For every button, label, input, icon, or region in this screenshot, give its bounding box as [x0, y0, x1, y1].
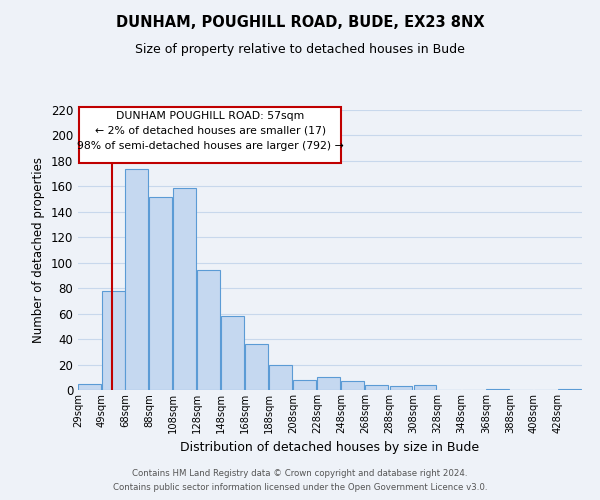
- Bar: [558, 388, 581, 390]
- Bar: [486, 388, 509, 390]
- Text: Contains public sector information licensed under the Open Government Licence v3: Contains public sector information licen…: [113, 484, 487, 492]
- X-axis label: Distribution of detached houses by size in Bude: Distribution of detached houses by size …: [181, 442, 479, 454]
- Bar: [365, 385, 388, 390]
- Bar: [317, 378, 340, 390]
- Bar: [221, 316, 244, 390]
- Text: Size of property relative to detached houses in Bude: Size of property relative to detached ho…: [135, 42, 465, 56]
- Bar: [78, 384, 101, 390]
- Bar: [245, 344, 268, 390]
- Bar: [79, 108, 341, 164]
- Text: DUNHAM, POUGHILL ROAD, BUDE, EX23 8NX: DUNHAM, POUGHILL ROAD, BUDE, EX23 8NX: [116, 15, 484, 30]
- Bar: [102, 290, 125, 390]
- Bar: [341, 381, 364, 390]
- Bar: [269, 364, 292, 390]
- Text: Contains HM Land Registry data © Crown copyright and database right 2024.: Contains HM Land Registry data © Crown c…: [132, 468, 468, 477]
- Bar: [173, 188, 196, 390]
- Bar: [389, 386, 412, 390]
- Bar: [149, 196, 172, 390]
- Bar: [197, 270, 220, 390]
- Bar: [125, 168, 148, 390]
- Y-axis label: Number of detached properties: Number of detached properties: [32, 157, 45, 343]
- Text: 98% of semi-detached houses are larger (792) →: 98% of semi-detached houses are larger (…: [77, 140, 344, 150]
- Bar: [413, 385, 436, 390]
- Text: DUNHAM POUGHILL ROAD: 57sqm: DUNHAM POUGHILL ROAD: 57sqm: [116, 112, 304, 122]
- Bar: [293, 380, 316, 390]
- Text: ← 2% of detached houses are smaller (17): ← 2% of detached houses are smaller (17): [95, 126, 326, 136]
